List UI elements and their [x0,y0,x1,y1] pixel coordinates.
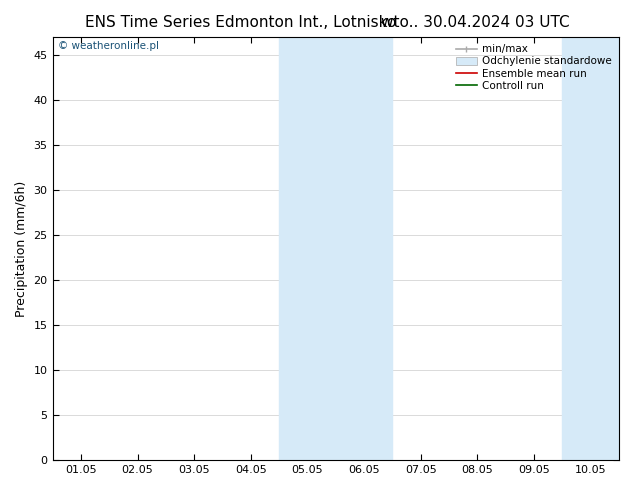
Bar [562,37,619,460]
Text: wto.. 30.04.2024 03 UTC: wto.. 30.04.2024 03 UTC [381,15,570,30]
Text: ENS Time Series Edmonton Int., Lotnisko: ENS Time Series Edmonton Int., Lotnisko [85,15,397,30]
Legend: min/max, Odchylenie standardowe, Ensemble mean run, Controll run: min/max, Odchylenie standardowe, Ensembl… [454,42,614,93]
Bar [336,37,392,460]
Bar [279,37,336,460]
Y-axis label: Precipitation (mm/6h): Precipitation (mm/6h) [15,180,28,317]
Text: © weatheronline.pl: © weatheronline.pl [58,41,159,51]
